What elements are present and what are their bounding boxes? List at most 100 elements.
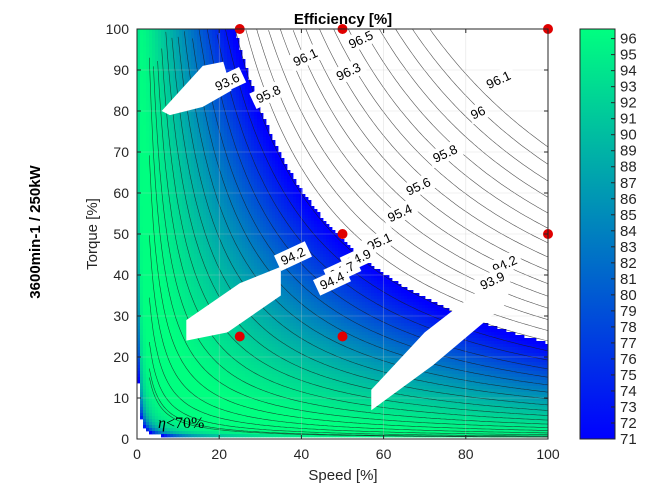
contour-cell xyxy=(212,362,215,365)
contour-cell xyxy=(200,32,203,35)
contour-cell xyxy=(140,185,143,188)
contour-cell xyxy=(170,407,173,410)
contour-cell xyxy=(245,242,248,245)
contour-cell xyxy=(158,131,161,134)
contour-cell xyxy=(179,140,182,143)
contour-cell xyxy=(191,110,194,113)
contour-cell xyxy=(176,38,179,41)
contour-cell xyxy=(236,104,239,107)
contour-cell xyxy=(149,365,152,368)
contour-cell xyxy=(137,359,140,362)
contour-cell xyxy=(161,176,164,179)
contour-cell xyxy=(203,221,206,224)
contour-cell xyxy=(176,386,179,389)
contour-cell xyxy=(149,416,152,419)
contour-cell xyxy=(155,227,158,230)
contour-cell xyxy=(200,119,203,122)
contour-cell xyxy=(209,284,212,287)
contour-cell xyxy=(179,188,182,191)
contour-cell xyxy=(176,161,179,164)
contour-cell xyxy=(200,368,203,371)
contour-cell xyxy=(191,368,194,371)
contour-cell xyxy=(137,92,140,95)
contour-cell xyxy=(164,326,167,329)
contour-cell xyxy=(182,368,185,371)
contour-cell xyxy=(224,233,227,236)
contour-cell xyxy=(248,137,251,140)
contour-cell xyxy=(137,323,140,326)
contour-cell xyxy=(137,170,140,173)
contour-cell xyxy=(161,320,164,323)
contour-cell xyxy=(146,173,149,176)
contour-cell xyxy=(242,263,245,266)
contour-cell xyxy=(224,434,227,437)
contour-cell xyxy=(233,203,236,206)
contour-cell xyxy=(242,173,245,176)
contour-cell xyxy=(176,131,179,134)
contour-cell xyxy=(209,203,212,206)
contour-cell xyxy=(140,284,143,287)
contour-cell xyxy=(170,53,173,56)
contour-cell xyxy=(224,404,227,407)
contour-cell xyxy=(242,224,245,227)
contour-cell xyxy=(146,134,149,137)
contour-cell xyxy=(221,134,224,137)
contour-cell xyxy=(164,293,167,296)
contour-cell xyxy=(182,47,185,50)
contour-cell xyxy=(191,164,194,167)
contour-cell xyxy=(188,47,191,50)
contour-cell xyxy=(140,368,143,371)
contour-cell xyxy=(161,332,164,335)
contour-cell xyxy=(245,122,248,125)
contour-cell xyxy=(230,110,233,113)
contour-cell xyxy=(218,353,221,356)
contour-cell xyxy=(239,131,242,134)
contour-cell xyxy=(182,293,185,296)
contour-cell xyxy=(224,200,227,203)
contour-cell xyxy=(203,182,206,185)
contour-cell xyxy=(227,392,230,395)
contour-cell xyxy=(191,170,194,173)
contour-cell xyxy=(161,290,164,293)
contour-cell xyxy=(227,368,230,371)
contour-cell xyxy=(233,56,236,59)
contour-cell xyxy=(203,257,206,260)
contour-cell xyxy=(149,77,152,80)
contour-cell xyxy=(206,188,209,191)
contour-cell xyxy=(203,359,206,362)
contour-cell xyxy=(188,227,191,230)
contour-cell xyxy=(191,206,194,209)
contour-cell xyxy=(164,284,167,287)
contour-cell xyxy=(227,245,230,248)
contour-cell xyxy=(218,230,221,233)
contour-cell xyxy=(224,140,227,143)
contour-cell xyxy=(194,119,197,122)
contour-cell xyxy=(179,200,182,203)
contour-cell xyxy=(212,428,215,431)
contour-cell xyxy=(167,269,170,272)
contour-cell xyxy=(143,206,146,209)
contour-cell xyxy=(146,119,149,122)
contour-cell xyxy=(149,353,152,356)
contour-cell xyxy=(146,116,149,119)
contour-cell xyxy=(167,170,170,173)
contour-cell xyxy=(182,341,185,344)
contour-cell xyxy=(188,161,191,164)
contour-cell xyxy=(158,341,161,344)
contour-cell xyxy=(221,194,224,197)
contour-cell xyxy=(179,392,182,395)
contour-cell xyxy=(248,86,251,89)
contour-cell xyxy=(146,278,149,281)
contour-cell xyxy=(185,131,188,134)
contour-cell xyxy=(149,188,152,191)
contour-cell xyxy=(161,221,164,224)
contour-cell xyxy=(137,128,140,131)
contour-cell xyxy=(155,98,158,101)
contour-cell xyxy=(143,317,146,320)
contour-cell xyxy=(161,173,164,176)
contour-cell xyxy=(164,125,167,128)
contour-cell xyxy=(170,200,173,203)
contour-cell xyxy=(176,224,179,227)
contour-cell xyxy=(137,74,140,77)
contour-cell xyxy=(224,260,227,263)
